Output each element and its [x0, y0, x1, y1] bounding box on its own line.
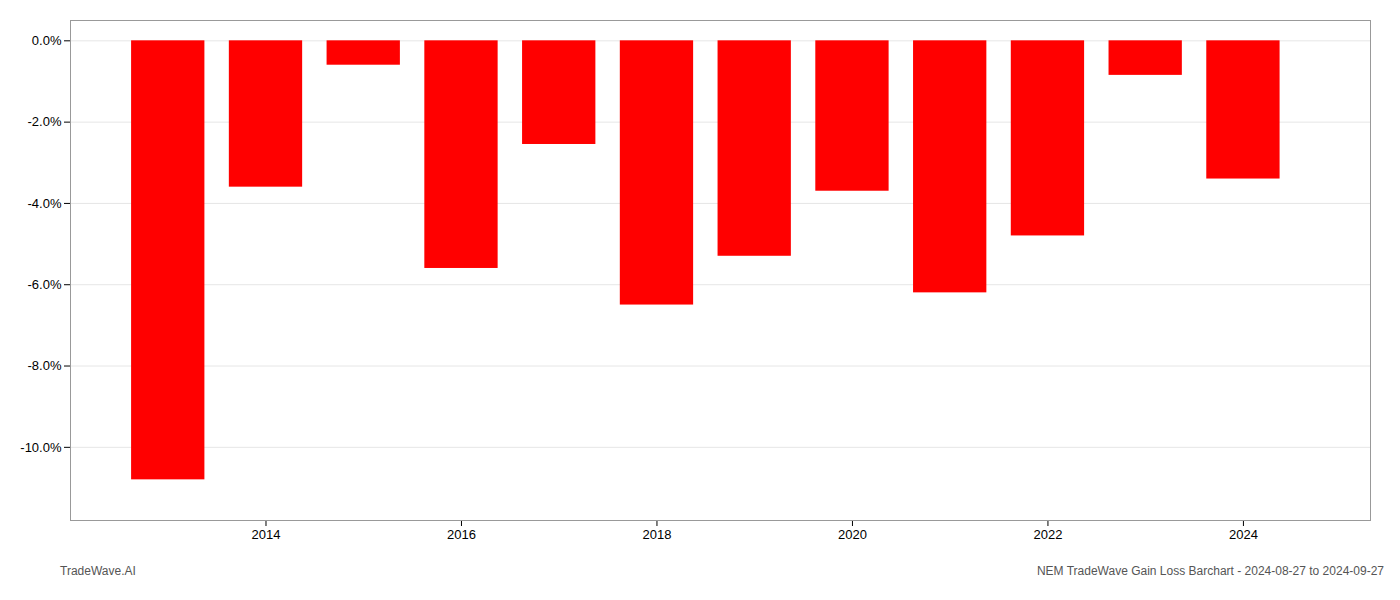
svg-text:2024: 2024	[1229, 527, 1258, 542]
svg-text:2014: 2014	[252, 527, 281, 542]
svg-text:2022: 2022	[1033, 527, 1062, 542]
html-text:NEM TradeWave Gain Loss Barcha: NEM TradeWave Gain Loss Barchart - 2024-…	[1036, 564, 1384, 578]
svg-text:-6.0%: -6.0%	[28, 277, 62, 292]
svg-text:2020: 2020	[838, 527, 867, 542]
svg-text:-4.0%: -4.0%	[28, 196, 62, 211]
svg-text:-10.0%: -10.0%	[20, 439, 62, 454]
svg-text:2018: 2018	[643, 527, 672, 542]
svg-text:0.0%: 0.0%	[32, 33, 62, 48]
svg-text:2016: 2016	[447, 527, 476, 542]
svg-text:-8.0%: -8.0%	[28, 358, 62, 373]
svg-text:-2.0%: -2.0%	[28, 114, 62, 129]
html-text:TradeWave.AI: TradeWave.AI	[60, 564, 136, 578]
